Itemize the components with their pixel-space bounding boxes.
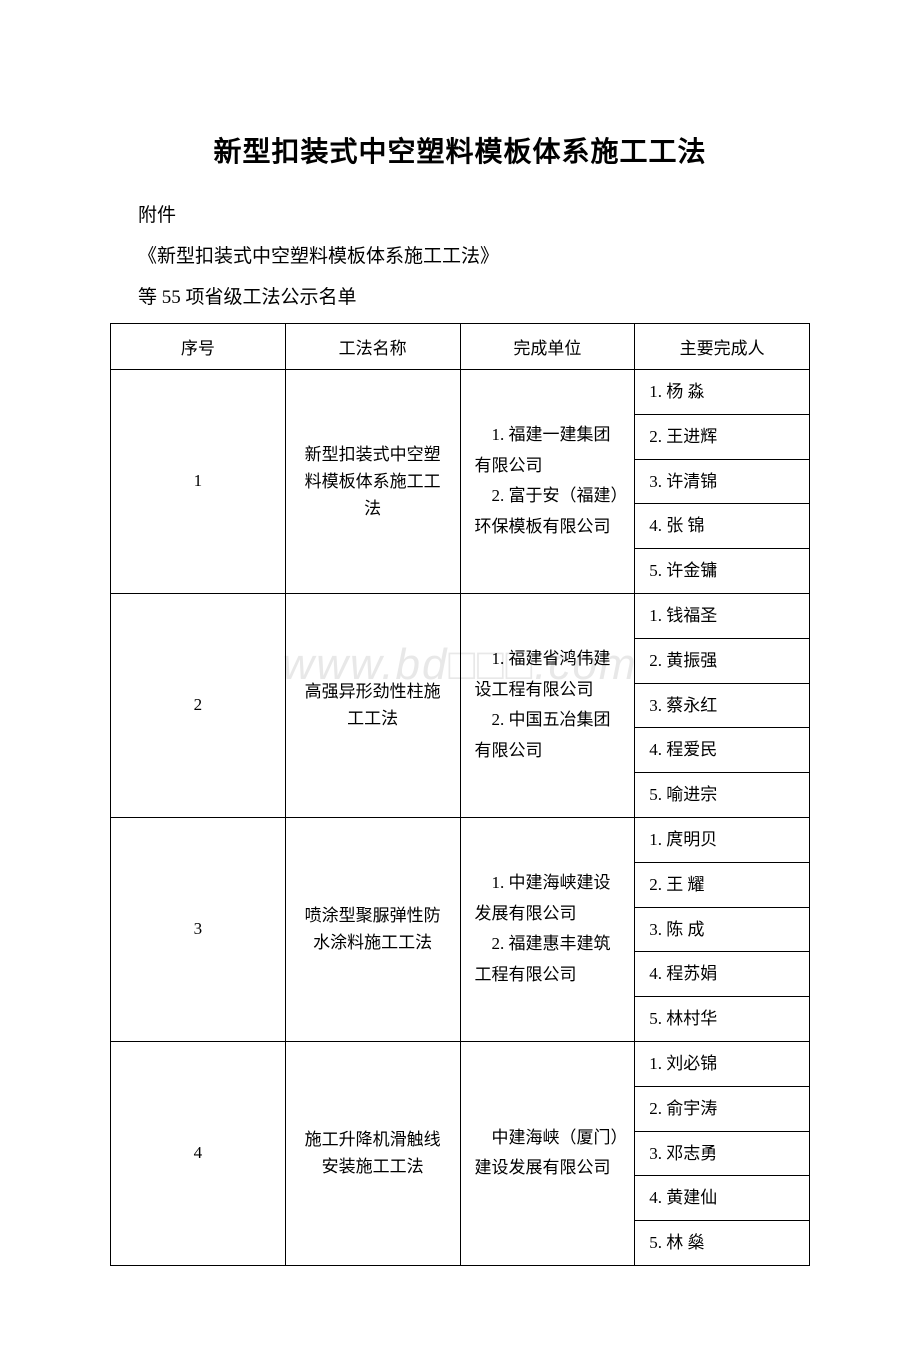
cell-person: 4. 张 锦	[635, 504, 810, 549]
cell-method-name: 喷涂型聚脲弹性防水涂料施工工法	[285, 817, 460, 1041]
cell-person: 4. 程爱民	[635, 728, 810, 773]
cell-person: 3. 邓志勇	[635, 1131, 810, 1176]
cell-person: 1. 杨 淼	[635, 370, 810, 415]
cell-person: 5. 林村华	[635, 997, 810, 1042]
cell-seq: 2	[111, 593, 286, 817]
col-header-unit: 完成单位	[460, 324, 635, 370]
cell-unit: 1. 中建海峡建设发展有限公司 2. 福建惠丰建筑工程有限公司	[460, 817, 635, 1041]
table-row: 4施工升降机滑触线安装施工工法 中建海峡（厦门）建设发展有限公司1. 刘必锦	[111, 1041, 810, 1086]
cell-person: 5. 林 燊	[635, 1221, 810, 1266]
col-header-name: 工法名称	[285, 324, 460, 370]
cell-person: 2. 俞宇涛	[635, 1086, 810, 1131]
table-header-row: 序号 工法名称 完成单位 主要完成人	[111, 324, 810, 370]
cell-person: 3. 许清锦	[635, 459, 810, 504]
cell-person: 1. 刘必锦	[635, 1041, 810, 1086]
cell-person: 4. 程苏娟	[635, 952, 810, 997]
cell-person: 1. 钱福圣	[635, 593, 810, 638]
table-row: 2高强异形劲性柱施工工法 1. 福建省鸿伟建设工程有限公司 2. 中国五冶集团有…	[111, 593, 810, 638]
cell-person: 2. 黄振强	[635, 638, 810, 683]
cell-person: 3. 蔡永红	[635, 683, 810, 728]
subtitle-method-name: 《新型扣装式中空塑料模板体系施工工法》	[110, 241, 810, 268]
methods-table: 序号 工法名称 完成单位 主要完成人 1新型扣装式中空塑料模板体系施工工法 1.…	[110, 323, 810, 1266]
table-body: 1新型扣装式中空塑料模板体系施工工法 1. 福建一建集团有限公司 2. 富于安（…	[111, 370, 810, 1266]
cell-unit: 中建海峡（厦门）建设发展有限公司	[460, 1041, 635, 1265]
document-title: 新型扣装式中空塑料模板体系施工工法	[110, 130, 810, 170]
cell-person: 3. 陈 成	[635, 907, 810, 952]
cell-person: 5. 许金镛	[635, 549, 810, 594]
col-header-person: 主要完成人	[635, 324, 810, 370]
cell-person: 4. 黄建仙	[635, 1176, 810, 1221]
cell-person: 2. 王进辉	[635, 414, 810, 459]
cell-seq: 3	[111, 817, 286, 1041]
table-row: 3喷涂型聚脲弹性防水涂料施工工法 1. 中建海峡建设发展有限公司 2. 福建惠丰…	[111, 817, 810, 862]
cell-unit: 1. 福建省鸿伟建设工程有限公司 2. 中国五冶集团有限公司	[460, 593, 635, 817]
subtitle-list-desc: 等 55 项省级工法公示名单	[110, 282, 810, 309]
cell-method-name: 新型扣装式中空塑料模板体系施工工法	[285, 370, 460, 594]
table-row: 1新型扣装式中空塑料模板体系施工工法 1. 福建一建集团有限公司 2. 富于安（…	[111, 370, 810, 415]
cell-method-name: 施工升降机滑触线安装施工工法	[285, 1041, 460, 1265]
subtitle-attachment: 附件	[110, 200, 810, 227]
cell-person: 1. 庹明贝	[635, 817, 810, 862]
cell-seq: 1	[111, 370, 286, 594]
cell-seq: 4	[111, 1041, 286, 1265]
cell-unit: 1. 福建一建集团有限公司 2. 富于安（福建）环保模板有限公司	[460, 370, 635, 594]
cell-person: 2. 王 耀	[635, 862, 810, 907]
cell-person: 5. 喻进宗	[635, 773, 810, 818]
col-header-seq: 序号	[111, 324, 286, 370]
cell-method-name: 高强异形劲性柱施工工法	[285, 593, 460, 817]
